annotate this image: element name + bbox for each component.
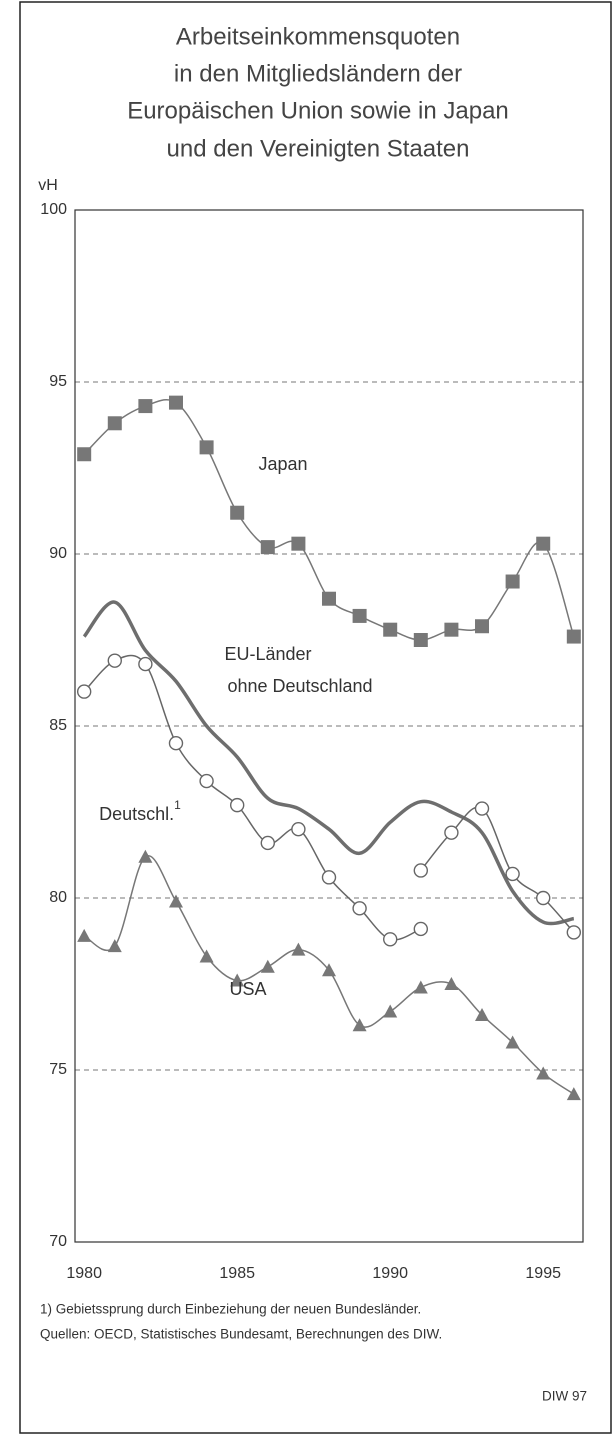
marker	[444, 622, 459, 637]
marker	[291, 942, 306, 956]
marker	[229, 797, 245, 813]
series-line	[420, 806, 575, 933]
marker	[230, 973, 245, 987]
marker	[260, 540, 275, 555]
chart-title: in den Mitgliedsländern der	[174, 60, 462, 87]
x-tick-label: 1990	[372, 1265, 408, 1282]
page-frame	[19, 1, 612, 1434]
y-tick-label: 85	[49, 717, 67, 734]
marker	[138, 399, 153, 414]
series-label: Deutschl.1	[99, 798, 181, 824]
marker	[536, 536, 551, 551]
footnote-mark: 1	[174, 798, 181, 812]
y-tick-label: 70	[49, 1233, 67, 1250]
footnote: Quellen: OECD, Statistisches Bundesamt, …	[40, 1327, 442, 1342]
y-tick-label: 90	[49, 545, 67, 562]
marker	[138, 656, 153, 672]
series-line	[83, 654, 422, 941]
series-line	[82, 600, 575, 926]
marker	[168, 736, 184, 751]
marker	[352, 608, 367, 623]
marker	[475, 619, 490, 634]
marker	[291, 536, 306, 551]
series-label-line: EU-Länder	[224, 644, 311, 664]
footnote: 1) Gebietssprung durch Einbeziehung der …	[40, 1302, 421, 1317]
y-axis-label: vH	[38, 177, 58, 194]
marker	[413, 633, 428, 647]
marker	[322, 591, 336, 606]
marker	[444, 825, 459, 840]
marker	[107, 939, 122, 953]
marker	[199, 440, 214, 455]
series-label: Japan	[258, 454, 307, 474]
source: DIW 97	[542, 1389, 587, 1404]
marker	[383, 1004, 398, 1018]
series-label: USA	[229, 979, 266, 999]
marker	[321, 870, 337, 885]
marker	[383, 622, 398, 637]
series-label-line: ohne Deutschland	[227, 676, 372, 696]
marker	[260, 959, 275, 973]
marker	[536, 890, 551, 906]
marker	[199, 773, 214, 789]
y-tick-label: 95	[49, 373, 67, 390]
marker	[413, 921, 429, 937]
marker	[505, 866, 520, 882]
marker	[168, 894, 183, 908]
marker	[536, 1066, 551, 1080]
marker	[383, 932, 398, 947]
marker	[413, 980, 428, 994]
plot-frame	[74, 209, 584, 1243]
marker	[230, 505, 245, 520]
marker	[566, 1087, 581, 1101]
x-tick-label: 1995	[525, 1265, 561, 1282]
chart-title: Arbeitseinkommensquoten	[176, 23, 460, 50]
y-tick-label: 100	[40, 201, 67, 218]
marker	[138, 849, 153, 863]
marker	[444, 977, 459, 990]
marker	[260, 835, 275, 851]
marker	[199, 949, 214, 963]
y-tick-label: 80	[49, 889, 67, 906]
marker	[352, 901, 367, 916]
marker	[413, 863, 429, 878]
marker	[505, 574, 520, 589]
marker	[77, 928, 92, 942]
marker	[291, 822, 306, 837]
marker	[352, 1018, 367, 1032]
marker	[475, 1007, 490, 1021]
series-label: EU-Länder ohne Deutschland	[224, 644, 372, 696]
marker	[505, 1035, 520, 1049]
x-tick-label: 1985	[219, 1265, 255, 1282]
marker	[107, 653, 122, 668]
marker	[77, 447, 92, 462]
x-tick-label: 1980	[66, 1265, 102, 1282]
marker	[566, 629, 581, 644]
chart-title: Europäischen Union sowie in Japan	[127, 97, 509, 124]
marker	[566, 925, 582, 940]
marker	[168, 395, 183, 410]
y-tick-label: 75	[49, 1061, 67, 1078]
marker	[474, 801, 490, 816]
marker	[107, 416, 122, 431]
chart-title: und den Vereinigten Staaten	[167, 135, 470, 162]
marker	[322, 963, 336, 977]
marker	[76, 684, 92, 699]
